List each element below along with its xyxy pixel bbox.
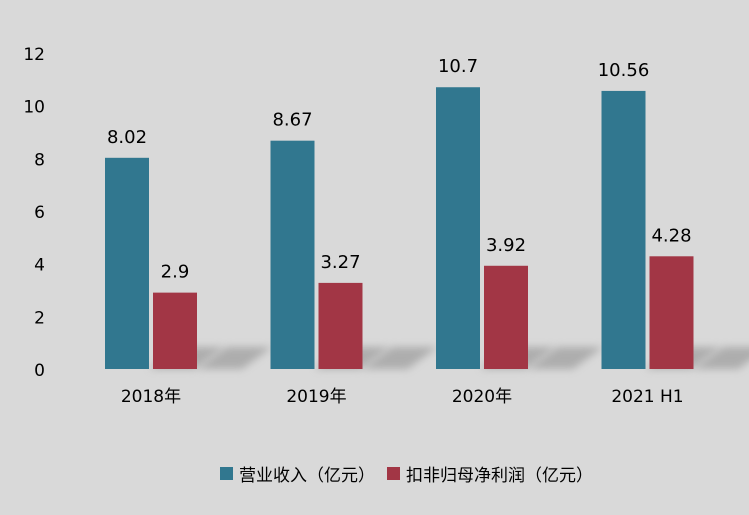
y-tick-label: 10 (23, 98, 45, 118)
bar-revenue (601, 90, 646, 370)
bar-shadow (362, 347, 438, 369)
y-tick-label: 12 (23, 45, 45, 65)
bar-shadow (693, 347, 749, 369)
x-tick-label: 2019年 (286, 387, 346, 407)
x-tick-label: 2021 H1 (611, 387, 683, 407)
x-tick-label: 2020年 (452, 387, 512, 407)
legend-swatch-net-profit (387, 467, 400, 480)
data-label: 3.92 (486, 235, 526, 256)
data-label: 10.56 (598, 60, 650, 81)
y-tick-label: 0 (34, 361, 45, 381)
legend-item-revenue: 营业收入（亿元） (220, 461, 375, 486)
y-tick-label: 4 (34, 256, 45, 276)
bar-net-profit (649, 256, 694, 369)
bar-net-profit (484, 265, 528, 369)
bar-net-profit (153, 292, 197, 369)
bar-shadow (197, 347, 272, 369)
data-label: 10.7 (438, 56, 478, 77)
y-tick-label: 2 (34, 308, 45, 328)
data-label: 8.02 (107, 127, 147, 148)
data-label: 3.27 (320, 252, 360, 273)
data-label: 2.9 (161, 262, 190, 283)
bar-shadow (528, 347, 603, 369)
legend-label-net-profit: 扣非归母净利润（亿元） (406, 466, 593, 486)
bar-revenue (270, 140, 315, 369)
y-tick-label: 6 (34, 203, 45, 223)
bar-revenue (105, 157, 149, 369)
data-label: 8.67 (272, 110, 312, 131)
y-tick-label: 8 (34, 150, 45, 170)
x-tick-label: 2018年 (121, 387, 181, 407)
legend: 营业收入（亿元） 扣非归母净利润（亿元） (220, 461, 605, 486)
legend-item-net-profit: 扣非归母净利润（亿元） (387, 461, 593, 486)
legend-label-revenue: 营业收入（亿元） (239, 466, 375, 486)
bar-net-profit (318, 282, 363, 369)
bar-chart: 0 2 4 6 8 10 12 2018年 8.02 2.9 2019年 8.67 3.27 2020年 1… (23, 45, 749, 407)
data-label: 4.28 (651, 225, 691, 246)
legend-swatch-revenue (220, 467, 233, 480)
bar-revenue (436, 87, 480, 369)
